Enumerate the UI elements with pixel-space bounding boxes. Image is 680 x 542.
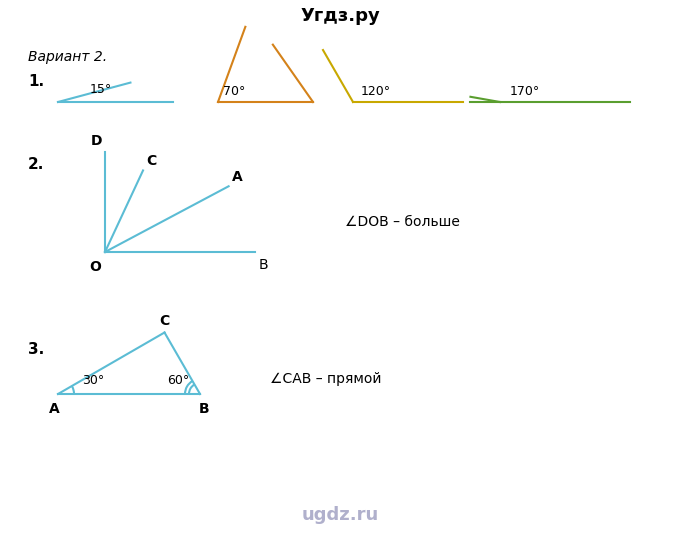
Text: D: D	[91, 134, 103, 148]
Text: Вариант 2.: Вариант 2.	[28, 50, 107, 64]
Text: Угдз.ру: Угдз.ру	[300, 7, 380, 25]
Text: A: A	[232, 170, 242, 184]
Text: ∠CAB – прямой: ∠CAB – прямой	[270, 372, 381, 386]
Text: C: C	[159, 313, 169, 327]
Text: 15°: 15°	[90, 83, 112, 96]
Text: 1.: 1.	[28, 74, 44, 89]
Text: 120°: 120°	[361, 85, 391, 98]
Text: B: B	[199, 402, 209, 416]
Text: A: A	[49, 402, 59, 416]
Text: 3.: 3.	[28, 342, 44, 357]
Text: ugdz.ru: ugdz.ru	[301, 506, 379, 524]
Text: O: O	[89, 260, 101, 274]
Text: ∠DOB – больше: ∠DOB – больше	[345, 215, 460, 229]
Text: 170°: 170°	[510, 85, 540, 98]
Text: B: B	[259, 258, 269, 272]
Text: 30°: 30°	[82, 374, 104, 387]
Text: 2.: 2.	[28, 157, 44, 172]
Text: C: C	[146, 154, 156, 169]
Text: 60°: 60°	[167, 374, 189, 387]
Text: 70°: 70°	[223, 85, 245, 98]
